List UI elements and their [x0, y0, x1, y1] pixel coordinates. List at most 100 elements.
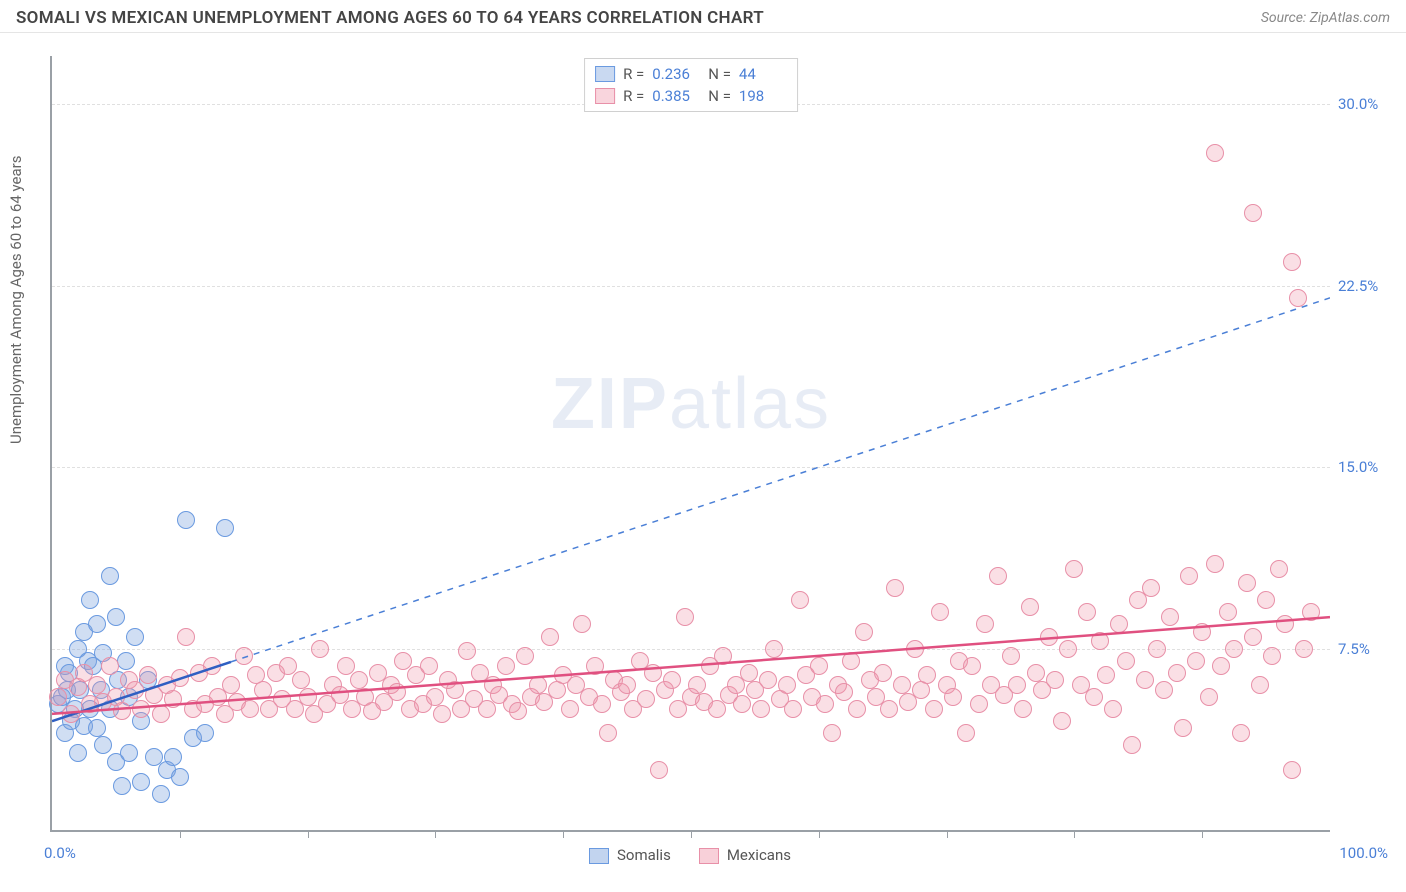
legend-swatch-pink-icon [699, 848, 719, 864]
y-tick-label: 30.0% [1338, 95, 1394, 113]
data-point-somalis [196, 724, 214, 742]
data-point-mexicans [778, 676, 796, 694]
data-point-mexicans [177, 628, 195, 646]
data-point-mexicans [1187, 652, 1205, 670]
data-point-mexicans [1059, 640, 1077, 658]
legend-label-somalis: Somalis [617, 846, 671, 864]
watermark-light: atlas [669, 364, 831, 444]
x-tick [691, 830, 692, 838]
data-point-mexicans [1161, 608, 1179, 626]
data-point-mexicans [426, 688, 444, 706]
data-point-mexicans [637, 690, 655, 708]
data-point-mexicans [1276, 615, 1294, 633]
legend-swatch-blue [595, 66, 615, 82]
data-point-mexicans [835, 683, 853, 701]
data-point-mexicans [874, 664, 892, 682]
data-point-mexicans [1155, 681, 1173, 699]
data-point-mexicans [599, 724, 617, 742]
data-point-mexicans [1168, 664, 1186, 682]
data-point-mexicans [292, 671, 310, 689]
data-point-mexicans [918, 666, 936, 684]
data-point-mexicans [1283, 761, 1301, 779]
data-point-somalis [171, 768, 189, 786]
data-point-mexicans [976, 615, 994, 633]
x-tick [947, 830, 948, 838]
legend-r-mexicans: 0.385 [652, 87, 700, 105]
data-point-mexicans [1251, 676, 1269, 694]
data-point-mexicans [88, 676, 106, 694]
data-point-mexicans [676, 608, 694, 626]
data-point-mexicans [886, 579, 904, 597]
data-point-mexicans [1270, 560, 1288, 578]
data-point-mexicans [1180, 567, 1198, 585]
data-point-somalis [88, 719, 106, 737]
data-point-mexicans [541, 628, 559, 646]
data-point-mexicans [1238, 574, 1256, 592]
data-point-mexicans [529, 676, 547, 694]
chart-area: Unemployment Among Ages 60 to 64 years Z… [50, 56, 1330, 832]
data-point-mexicans [478, 700, 496, 718]
legend-r-label: R = [623, 65, 644, 83]
data-point-mexicans [497, 657, 515, 675]
data-point-mexicans [848, 700, 866, 718]
data-point-mexicans [963, 657, 981, 675]
data-point-mexicans [759, 671, 777, 689]
y-tick-label: 22.5% [1338, 277, 1394, 295]
y-tick-label: 7.5% [1338, 640, 1394, 658]
bottom-legend: Somalis Mexicans [589, 846, 791, 864]
data-point-mexicans [1046, 671, 1064, 689]
chart-title: SOMALI VS MEXICAN UNEMPLOYMENT AMONG AGE… [16, 8, 764, 28]
data-point-somalis [177, 511, 195, 529]
data-point-mexicans [663, 671, 681, 689]
data-point-mexicans [394, 652, 412, 670]
data-point-mexicans [1206, 555, 1224, 573]
data-point-mexicans [1257, 591, 1275, 609]
data-point-mexicans [1206, 144, 1224, 162]
data-point-somalis [113, 777, 131, 795]
data-point-mexicans [957, 724, 975, 742]
data-point-mexicans [254, 681, 272, 699]
x-axis-max-label: 100.0% [1339, 844, 1388, 862]
legend-n-label: N = [708, 65, 731, 83]
data-point-mexicans [1200, 688, 1218, 706]
data-point-mexicans [644, 664, 662, 682]
data-point-mexicans [618, 676, 636, 694]
data-point-mexicans [931, 603, 949, 621]
data-point-mexicans [337, 657, 355, 675]
data-point-mexicans [1104, 700, 1122, 718]
x-tick [180, 830, 181, 838]
source-label: Source: ZipAtlas.com [1261, 10, 1390, 26]
x-axis-min-label: 0.0% [44, 844, 76, 862]
legend-item-mexicans: Mexicans [699, 846, 791, 864]
data-point-mexicans [139, 666, 157, 684]
legend-row-somalis: R = 0.236 N = 44 [595, 63, 787, 85]
data-point-mexicans [203, 657, 221, 675]
data-point-mexicans [561, 700, 579, 718]
data-point-mexicans [1263, 647, 1281, 665]
data-point-somalis [120, 744, 138, 762]
data-point-mexicans [1148, 640, 1166, 658]
data-point-mexicans [62, 705, 80, 723]
legend-r-somalis: 0.236 [652, 65, 700, 83]
data-point-mexicans [688, 676, 706, 694]
data-point-mexicans [446, 681, 464, 699]
data-point-mexicans [714, 647, 732, 665]
data-point-mexicans [509, 702, 527, 720]
data-point-mexicans [784, 700, 802, 718]
data-point-mexicans [350, 671, 368, 689]
data-point-mexicans [1289, 289, 1307, 307]
data-point-somalis [101, 567, 119, 585]
data-point-mexicans [740, 664, 758, 682]
watermark-bold: ZIP [551, 364, 669, 444]
x-tick [563, 830, 564, 838]
data-point-mexicans [1065, 560, 1083, 578]
data-point-somalis [81, 591, 99, 609]
data-point-mexicans [1014, 700, 1032, 718]
data-point-mexicans [152, 705, 170, 723]
data-point-mexicans [880, 700, 898, 718]
x-tick [1202, 830, 1203, 838]
data-point-mexicans [593, 695, 611, 713]
data-point-mexicans [222, 676, 240, 694]
data-point-mexicans [279, 657, 297, 675]
data-point-mexicans [573, 615, 591, 633]
